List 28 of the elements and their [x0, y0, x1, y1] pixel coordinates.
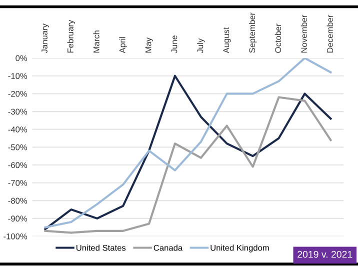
y-tick-label: -40%	[8, 126, 28, 132]
y-tick-label: -30%	[8, 108, 28, 115]
y-tick-label: -60%	[8, 162, 28, 168]
x-tick-label: July	[197, 38, 205, 54]
y-tick-label: -100%	[4, 233, 28, 240]
x-tick-label: January	[42, 24, 50, 54]
x-tick-label: September	[248, 12, 257, 53]
x-tick-label: October	[274, 24, 282, 53]
x-tick-label: March	[93, 30, 100, 53]
y-tick-label: -20%	[8, 90, 28, 97]
legend-label: United Kingdom	[210, 244, 269, 252]
x-tick-label: June	[171, 35, 178, 54]
y-tick-label: -10%	[8, 73, 28, 79]
x-tick-label: April	[119, 37, 127, 54]
y-tick-label: 0%	[16, 55, 28, 62]
x-tick-label: February	[67, 20, 76, 53]
y-tick-label: -90%	[8, 216, 28, 222]
y-tick-label: -80%	[8, 198, 28, 204]
y-tick-label: -70%	[8, 180, 28, 186]
legend-label: Canada	[154, 244, 183, 251]
x-tick-label: May	[145, 37, 153, 53]
x-tick-label: December	[326, 14, 333, 53]
legend-label: United States	[76, 244, 126, 251]
x-tick-label: August	[223, 27, 231, 54]
x-tick-label: November	[300, 14, 307, 53]
line-series	[44, 96, 332, 234]
y-tick-label: -50%	[8, 144, 28, 150]
text: 2019 v. 2021	[298, 250, 352, 258]
